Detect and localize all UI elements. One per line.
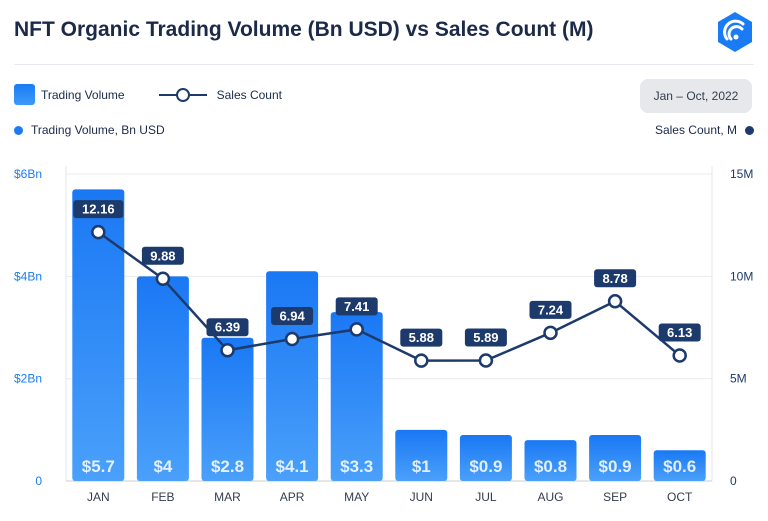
chart-legend: Trading Volume Sales Count <box>14 84 282 105</box>
header-divider <box>14 64 754 65</box>
radar-hexagon-icon <box>718 12 752 52</box>
line-value-label: 12.16 <box>82 202 115 217</box>
line-value-label: 8.78 <box>602 271 627 286</box>
y-left-tick-label: $6Bn <box>14 167 42 181</box>
bar-value-label: $1 <box>412 457 431 476</box>
legend-line-label: Sales Count <box>216 87 282 102</box>
x-tick-label: APR <box>280 490 305 504</box>
line-point <box>284 331 300 347</box>
left-axis-dot <box>14 125 23 135</box>
chart-title: NFT Organic Trading Volume (Bn USD) vs S… <box>14 18 594 41</box>
x-tick-label: JAN <box>87 490 110 504</box>
legend-line-swatch <box>158 87 207 103</box>
line-value-label-bg <box>529 300 572 319</box>
x-tick-label: JUL <box>475 490 497 504</box>
x-tick-label: MAY <box>344 490 369 504</box>
x-tick-label: MAR <box>214 490 241 504</box>
line-value-label: 5.89 <box>473 330 498 345</box>
bar <box>266 271 319 481</box>
line-value-label-bg <box>73 200 124 219</box>
y-right-tick-label: 0 <box>730 474 737 488</box>
line-value-label: 7.24 <box>538 302 564 317</box>
x-tick-label: OCT <box>667 490 693 504</box>
bar-value-label: $2.8 <box>211 457 244 476</box>
bar-value-label: $4.1 <box>276 457 309 476</box>
line-value-label: 5.88 <box>409 330 434 345</box>
bar <box>72 189 125 481</box>
line-value-label: 7.41 <box>344 299 369 314</box>
line-value-label: 6.94 <box>279 308 305 323</box>
left-axis-note-label: Trading Volume, Bn USD <box>31 123 165 137</box>
bar-value-label: $0.9 <box>599 457 632 476</box>
line-value-label-bg <box>141 246 184 265</box>
bar <box>201 337 254 481</box>
x-tick-label: JUN <box>410 490 433 504</box>
y-left-tick-label: $2Bn <box>14 372 42 386</box>
x-tick-label: FEB <box>151 490 174 504</box>
bar-value-label: $0.6 <box>663 457 696 476</box>
line-point <box>607 294 623 309</box>
legend-bar-swatch <box>14 84 35 105</box>
line-value-label-bg <box>658 323 701 342</box>
bar <box>330 312 383 481</box>
line-value-label-bg <box>400 328 443 347</box>
sales-count-line <box>97 231 681 362</box>
y-right-tick-label: 10M <box>730 269 753 283</box>
bar-value-label: $3.3 <box>340 457 373 476</box>
line-value-label-bg <box>271 306 314 325</box>
bar <box>395 429 448 481</box>
line-point <box>349 322 364 337</box>
line-point <box>478 353 494 368</box>
line-value-label-bg <box>594 269 637 288</box>
y-right-tick-label: 15M <box>730 167 753 181</box>
right-axis-note: Sales Count, M <box>655 123 754 137</box>
left-axis-note: Trading Volume, Bn USD <box>14 123 165 137</box>
date-range-badge: Jan – Oct, 2022 <box>640 79 752 113</box>
line-point <box>91 224 106 240</box>
line-value-label-bg <box>464 328 507 347</box>
line-value-label: 6.39 <box>215 320 240 335</box>
line-value-label-bg <box>206 318 249 337</box>
bar <box>524 440 577 481</box>
line-point <box>155 271 171 287</box>
chart-plot-area: 0 $2Bn $4Bn $6Bn 0 5M 10M 15M $5.7 $4 $2.8 $4.1 $3.3… <box>14 166 753 504</box>
legend-bar-label: Trading Volume <box>41 87 125 102</box>
bar-value-label: $0.9 <box>469 457 502 476</box>
line-point <box>543 325 558 341</box>
x-tick-label: SEP <box>603 490 627 504</box>
y-left-tick-label: 0 <box>35 474 42 488</box>
right-axis-dot <box>745 125 754 135</box>
line-point <box>414 353 429 368</box>
y-left-tick-label: $4Bn <box>14 269 42 283</box>
bar-value-label: $4 <box>153 457 172 476</box>
line-value-label: 9.88 <box>150 248 175 263</box>
line-point <box>672 348 687 363</box>
line-value-label: 6.13 <box>667 325 692 340</box>
bar-value-label: $0.8 <box>534 457 567 476</box>
bar <box>653 450 706 481</box>
x-tick-label: AUG <box>537 490 563 504</box>
bar <box>589 434 642 481</box>
y-right-tick-label: 5M <box>730 372 747 386</box>
line-point <box>220 342 235 358</box>
bar <box>136 276 189 481</box>
bar-value-label: $5.7 <box>82 457 115 476</box>
right-axis-note-label: Sales Count, M <box>654 123 737 137</box>
line-value-label-bg <box>335 297 378 316</box>
bar <box>459 434 512 481</box>
